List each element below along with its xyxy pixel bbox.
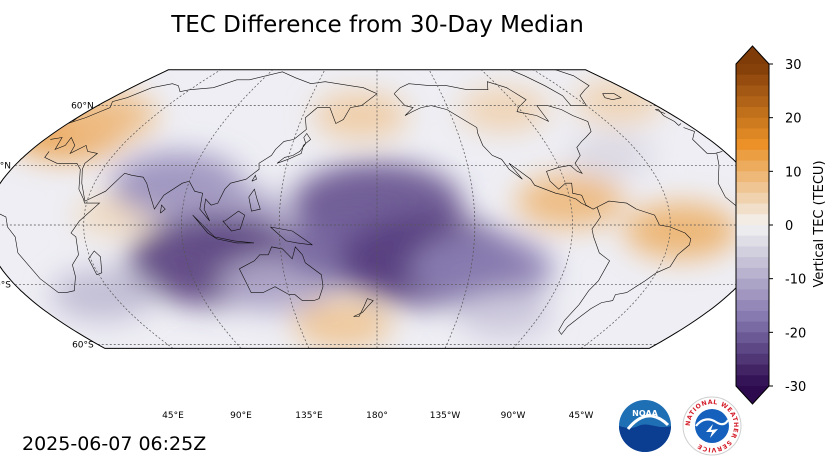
coastline <box>50 71 723 222</box>
meridian <box>481 69 573 349</box>
coastline <box>276 132 311 164</box>
meridian <box>278 69 326 349</box>
latitude-label: 30°S <box>0 281 11 291</box>
colorbar-band <box>736 171 769 183</box>
colorbar-band <box>736 289 769 301</box>
colorbar-band <box>736 353 769 366</box>
colorbar-label: Vertical TEC (TECU) <box>812 160 827 287</box>
anomaly-blob <box>456 290 552 339</box>
colorbar-band <box>736 225 769 237</box>
coastline <box>393 81 598 210</box>
anomaly-blob <box>459 87 550 133</box>
latitude-label: 60°N <box>71 102 94 112</box>
noaa-logo-text: NOAA <box>632 409 658 418</box>
colorbar-band <box>736 149 769 162</box>
agency-logos: NOAA NATIONAL WEATHER SERVICE <box>618 396 742 456</box>
colorbar-max-extend <box>736 46 769 64</box>
colorbar-band <box>736 332 769 344</box>
meridian <box>83 69 221 349</box>
longitude-label: 90°E <box>230 411 252 421</box>
colorbar-band <box>736 192 769 205</box>
colorbar-tick-label: -30 <box>785 380 806 395</box>
colorbar-band <box>736 267 769 280</box>
anomaly-blob <box>623 202 738 260</box>
colorbar-band <box>736 203 769 215</box>
colorbar-band <box>736 214 769 226</box>
colorbar-tick-label: 0 <box>785 219 793 234</box>
latitude-label: 30°N <box>0 161 11 171</box>
timestamp: 2025-06-07 06:25Z <box>22 433 207 455</box>
longitude-label: 180° <box>366 411 388 421</box>
coastline <box>353 298 374 317</box>
colorbar-tick-label: -10 <box>785 273 806 288</box>
anomaly-blob <box>313 91 408 140</box>
colorbar-band <box>736 96 769 108</box>
coastline <box>602 93 622 101</box>
colorbar-band <box>736 85 769 97</box>
colorbar-band <box>736 106 769 119</box>
map-title: TEC Difference from 30-Day Median <box>171 12 584 38</box>
coastline <box>239 246 324 301</box>
colorbar-ticks: 30 20 10 0 -10 -20 -30 <box>769 58 806 395</box>
coastline <box>248 188 261 212</box>
coastline <box>558 200 692 335</box>
anomaly-blob <box>568 134 655 177</box>
graticule <box>0 69 769 349</box>
noaa-logo-icon: NOAA <box>619 400 671 452</box>
colorbar-bands <box>736 46 769 404</box>
coastlines <box>0 69 753 335</box>
colorbar-band <box>736 278 769 290</box>
colorbar-band <box>736 139 769 151</box>
colorbar-band <box>736 343 769 355</box>
colorbar-band <box>736 375 769 387</box>
colorbar-tick-label: 20 <box>785 112 802 127</box>
meridian <box>181 69 273 349</box>
colorbar-band <box>736 160 769 172</box>
coastline <box>88 250 103 275</box>
meridian <box>533 69 671 349</box>
colorbar-band <box>736 235 769 247</box>
colorbar-band <box>736 310 769 323</box>
meridian <box>428 69 476 349</box>
coastline <box>251 174 257 182</box>
longitude-labels: 45°E 90°E 135°E 180° 135°W 90°W 45°W <box>162 411 593 421</box>
coastline <box>160 204 166 214</box>
colorbar-band <box>736 74 769 86</box>
coastline <box>509 69 590 106</box>
colorbar-band <box>736 300 769 312</box>
colorbar-band <box>736 257 769 269</box>
latitude-label: 60°S <box>72 340 94 350</box>
anomaly-blob <box>51 268 156 321</box>
colorbar-band <box>736 128 769 140</box>
colorbar-band <box>736 117 769 129</box>
colorbar-band <box>736 182 769 194</box>
nws-logo-icon: NATIONAL WEATHER SERVICE <box>682 396 742 456</box>
colorbar-tick-label: 30 <box>785 58 802 73</box>
anomaly-blob <box>292 299 393 349</box>
colorbar-tick-label: 10 <box>785 165 802 180</box>
coastline <box>192 214 255 244</box>
colorbar-band <box>736 364 769 376</box>
longitude-label: 135°W <box>430 411 461 421</box>
colorbar-band <box>736 246 769 258</box>
coastline <box>222 210 246 232</box>
longitude-label: 45°E <box>162 411 184 421</box>
longitude-label: 90°W <box>501 411 526 421</box>
colorbar-min-extend <box>736 386 769 404</box>
anomaly-blob <box>409 233 553 305</box>
longitude-label: 45°W <box>569 411 594 421</box>
latitude-labels: 60°N30°N0°30°S60°S <box>0 102 94 351</box>
colorbar-band <box>736 64 769 76</box>
longitude-label: 135°E <box>295 411 323 421</box>
colorbar-band <box>736 321 769 333</box>
coastline <box>270 226 313 246</box>
colorbar-tick-label: -20 <box>785 326 806 341</box>
